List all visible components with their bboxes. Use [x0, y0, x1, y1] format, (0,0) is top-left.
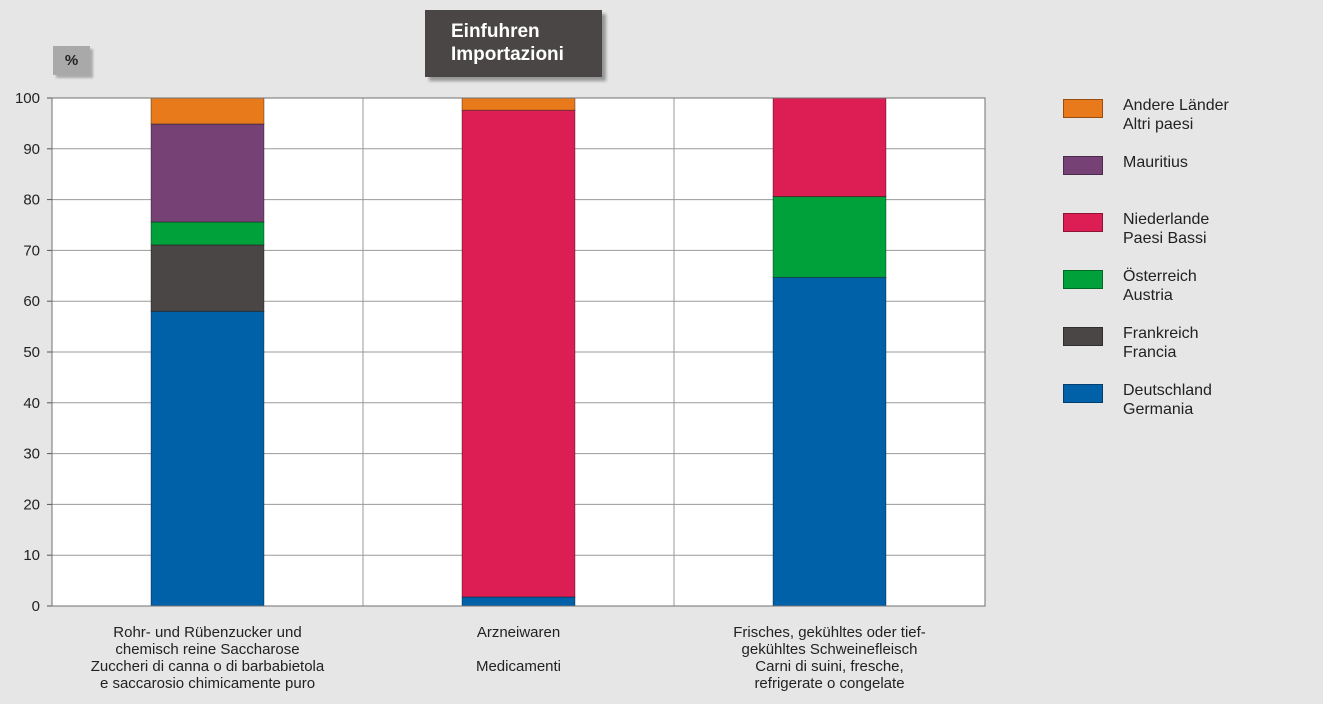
- legend-item-oesterreich: Österreich Austria: [1063, 267, 1313, 307]
- bar-segment-andere: [150, 97, 265, 125]
- legend-label-line: Francia: [1123, 344, 1177, 361]
- bar-segment-deutschland: [461, 596, 576, 607]
- x-category-label: Rohr- und Rübenzucker und chemisch reine …: [53, 624, 363, 692]
- legend-item-andere: Andere Länder Altri paesi: [1063, 96, 1313, 136]
- legend-swatch: [1063, 99, 1103, 118]
- bar-segment-oesterreich: [772, 196, 887, 278]
- y-tick-label: 90: [23, 141, 40, 158]
- x-category-label-line: Rohr- und Rübenzucker und: [113, 624, 302, 641]
- x-category-label-line: Medicamenti: [475, 658, 562, 675]
- x-category-label-line: [364, 641, 674, 658]
- y-tick-label: 100: [15, 90, 40, 107]
- legend-label-line: Mauritius: [1123, 154, 1188, 171]
- legend-label-line: Paesi Bassi: [1123, 230, 1207, 247]
- legend-label-line: Andere Länder: [1123, 97, 1229, 114]
- title-line-german: Einfuhren: [451, 21, 540, 42]
- x-category-label-line: gekühltes Schweinefleisch: [741, 641, 918, 658]
- legend-label-line: Deutschland: [1123, 382, 1212, 399]
- plot-border: [51, 97, 986, 607]
- legend-item-mauritius: Mauritius: [1063, 153, 1313, 193]
- legend-label-line: Niederlande: [1123, 211, 1210, 228]
- legend-item-deutschland: Deutschland Germania: [1063, 381, 1313, 421]
- legend-label: Mauritius: [1123, 153, 1188, 172]
- x-category-label: Frisches, gekühltes oder tief-gekühltes …: [675, 624, 985, 692]
- x-category-label: Arzneiwaren Medicamenti: [364, 624, 674, 675]
- legend-label: Deutschland Germania: [1123, 381, 1212, 419]
- legend-label-line: Germania: [1123, 401, 1194, 418]
- legend-label: Andere Länder Altri paesi: [1123, 96, 1229, 134]
- y-tick-label: 0: [32, 598, 40, 615]
- y-tick-label: 70: [23, 242, 40, 259]
- bar-segment-deutschland: [150, 310, 265, 607]
- y-tick-label: 20: [23, 496, 40, 513]
- legend-swatch: [1063, 213, 1103, 232]
- legend-swatch: [1063, 156, 1103, 175]
- x-category-label-line: refrigerate o congelate: [754, 675, 905, 692]
- legend-item-niederlande: Niederlande Paesi Bassi: [1063, 210, 1313, 250]
- y-tick-label: 10: [23, 547, 40, 564]
- legend-swatch: [1063, 270, 1103, 289]
- x-category-label-line: e saccarosio chimicamente puro: [99, 675, 316, 692]
- y-tick-label: 30: [23, 446, 40, 463]
- y-unit-label: %: [53, 46, 90, 75]
- y-tick-label: 40: [23, 395, 40, 412]
- legend-label: Frankreich Francia: [1123, 324, 1199, 362]
- y-tick-label: 80: [23, 192, 40, 209]
- bar-segment-niederlande: [772, 97, 887, 198]
- bar-segment-niederlande: [461, 109, 576, 598]
- legend-label-line: Altri paesi: [1123, 116, 1194, 133]
- legend-label: Österreich Austria: [1123, 267, 1197, 305]
- legend-swatch: [1063, 384, 1103, 403]
- bar-segment-mauritius: [150, 123, 265, 223]
- legend-label-line: Austria: [1123, 287, 1173, 304]
- bar-segment-oesterreich: [150, 221, 265, 246]
- bar-segment-andere: [461, 97, 576, 111]
- x-category-label-line: chemisch reine Saccharose: [115, 641, 300, 658]
- legend-item-frankreich: Frankreich Francia: [1063, 324, 1313, 364]
- chart-title-box: Einfuhren Importazioni: [425, 10, 602, 77]
- legend-label-line: Österreich: [1123, 268, 1197, 285]
- title-line-italian: Importazioni: [451, 44, 564, 65]
- x-category-label-line: Arzneiwaren: [476, 624, 561, 641]
- x-category-label-line: Frisches, gekühltes oder tief-: [733, 624, 926, 641]
- legend-swatch: [1063, 327, 1103, 346]
- bar-segment-frankreich: [150, 244, 265, 312]
- bar-segment-deutschland: [772, 276, 887, 607]
- legend-label-line: Frankreich: [1123, 325, 1199, 342]
- y-tick-label: 60: [23, 293, 40, 310]
- x-category-label-line: Zuccheri di canna o di barbabietola: [90, 658, 325, 675]
- legend-label: Niederlande Paesi Bassi: [1123, 210, 1209, 248]
- y-tick-label: 50: [23, 344, 40, 361]
- x-category-label-line: Carni di suini, fresche,: [755, 658, 904, 675]
